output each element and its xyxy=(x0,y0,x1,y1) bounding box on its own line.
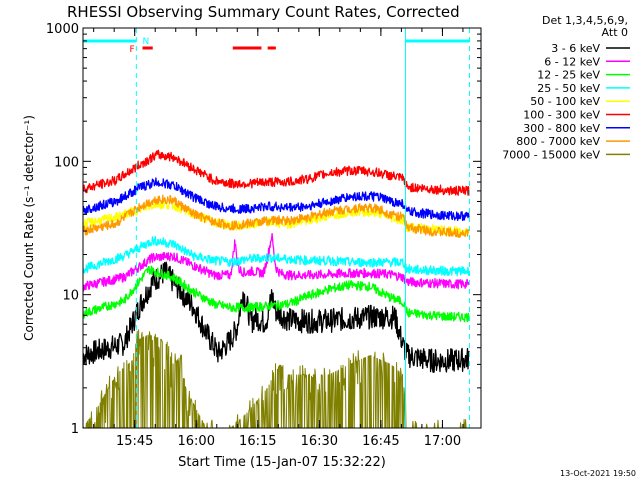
plot-area: FN xyxy=(83,28,471,428)
x-axis: 15:45 16:00 16:15 16:30 16:45 17:00 xyxy=(93,28,464,449)
legend-header: Att 0 xyxy=(602,26,628,39)
series-line xyxy=(83,194,470,238)
series-line xyxy=(83,232,470,292)
flag-marker-label: N xyxy=(142,37,149,47)
legend-entry-label: 50 - 100 keV xyxy=(530,95,600,108)
y-axis-label: Corrected Count Rate (s⁻¹ detector⁻¹) xyxy=(22,115,36,341)
series-line xyxy=(83,149,470,196)
legend-entry-label: 100 - 300 keV xyxy=(523,109,600,122)
y-tick-label: 100 xyxy=(54,155,79,170)
series-line xyxy=(83,235,470,277)
series-line xyxy=(83,329,469,428)
series-line xyxy=(83,177,470,222)
legend-entry-label: 300 - 800 keV xyxy=(523,122,600,135)
x-axis-label: Start Time (15-Jan-07 15:32:22) xyxy=(178,455,386,470)
legend-entry-label: 800 - 7000 keV xyxy=(516,135,600,148)
x-tick-label: 16:00 xyxy=(178,434,215,449)
legend-entry-label: 7000 - 15000 keV xyxy=(502,148,600,161)
x-tick-label: 15:45 xyxy=(116,434,153,449)
legend-entry-label: 25 - 50 keV xyxy=(537,82,600,95)
flag-marker-label: F xyxy=(130,45,135,55)
overlay-layer: FN xyxy=(83,28,471,428)
x-tick-label: 17:00 xyxy=(424,434,461,449)
y-tick-label: 10 xyxy=(62,289,79,304)
series-line xyxy=(83,265,470,323)
chart-title: RHESSI Observing Summary Count Rates, Co… xyxy=(67,3,460,21)
legend-header: Det 1,3,4,5,6,9, xyxy=(542,14,628,27)
y-tick-label: 1 xyxy=(71,422,79,437)
x-tick-label: 16:15 xyxy=(239,434,276,449)
plot-frame xyxy=(82,27,482,429)
legend-entry-label: 12 - 25 keV xyxy=(537,69,600,82)
x-tick-label: 16:45 xyxy=(362,434,399,449)
series-layer xyxy=(83,149,470,428)
y-axis: 1 10 100 1000 xyxy=(46,22,481,437)
legend-entry-label: 6 - 12 keV xyxy=(544,55,600,68)
y-tick-label: 1000 xyxy=(46,22,79,37)
x-tick-label: 16:30 xyxy=(301,434,338,449)
legend-entry-label: 3 - 6 keV xyxy=(551,42,600,55)
series-line xyxy=(83,261,470,373)
footer-timestamp: 13-Oct-2021 19:50 xyxy=(560,469,636,478)
